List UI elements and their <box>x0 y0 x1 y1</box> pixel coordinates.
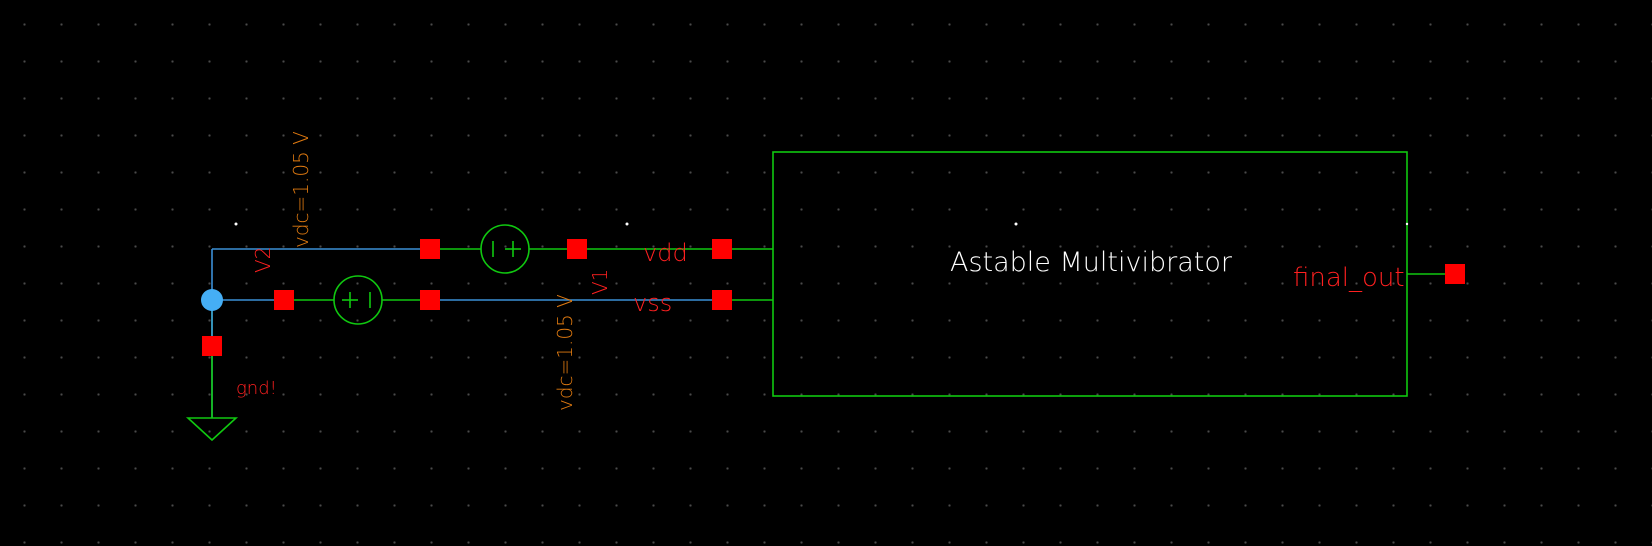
v1-symbol-icon <box>333 275 383 325</box>
grid-origin-dot <box>234 222 238 226</box>
v1-name-label: V1 <box>588 269 612 295</box>
block-origin-dot <box>1405 222 1409 226</box>
net-junction-dot[interactable] <box>201 289 223 311</box>
ground-triangle <box>185 417 239 442</box>
final-out-label: final_out <box>1293 263 1405 293</box>
voltage-source-v1[interactable] <box>333 275 383 325</box>
ground-net-label: gnd! <box>236 378 277 399</box>
v2-plus-pin[interactable] <box>567 239 587 259</box>
block-vdd-pin[interactable] <box>712 239 732 259</box>
vdd-label: vdd <box>643 239 688 267</box>
v2-param-label: vdc=1.05 V <box>289 131 313 248</box>
astable-multivibrator-block[interactable] <box>772 151 1408 397</box>
vss-label: vss <box>633 289 672 317</box>
block-vss-pin[interactable] <box>712 290 732 310</box>
v1-minus-pin[interactable] <box>420 290 440 310</box>
v1-param-label: vdc=1.05 V <box>553 294 577 411</box>
final-out-pin[interactable] <box>1445 264 1465 284</box>
v2-name-label: V2 <box>251 247 275 273</box>
v2-minus-pin[interactable] <box>420 239 440 259</box>
block-title: Astable Multivibrator <box>950 247 1233 278</box>
ground-pin[interactable] <box>202 336 222 356</box>
v1-plus-pin[interactable] <box>274 290 294 310</box>
v2-symbol-icon <box>480 224 530 274</box>
voltage-source-v2[interactable] <box>480 224 530 274</box>
grid-origin-dot <box>1014 222 1018 226</box>
grid-origin-dot <box>625 222 629 226</box>
